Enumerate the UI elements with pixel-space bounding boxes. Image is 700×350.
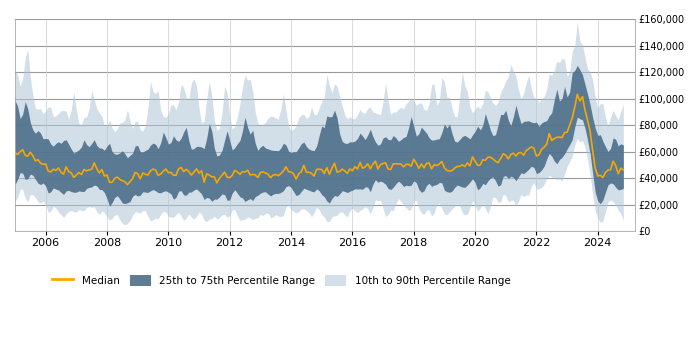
- Legend: Median, 25th to 75th Percentile Range, 10th to 90th Percentile Range: Median, 25th to 75th Percentile Range, 1…: [48, 271, 514, 290]
